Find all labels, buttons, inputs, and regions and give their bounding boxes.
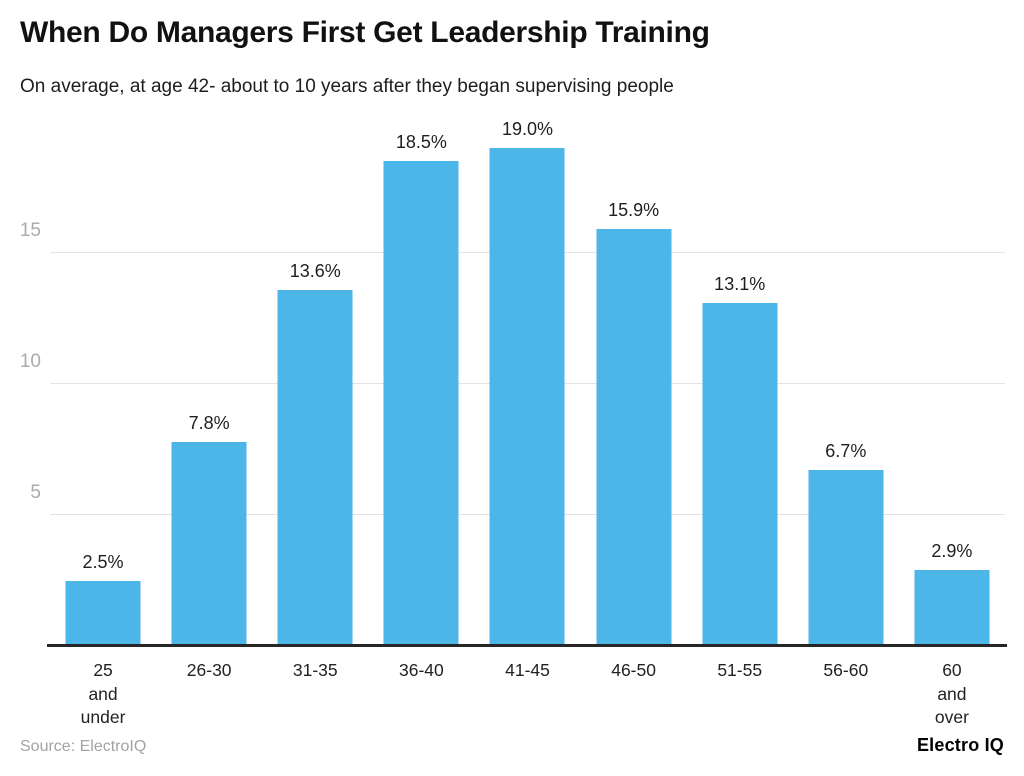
bar-column: 13.1% 51-55 [687, 122, 793, 680]
bar-value-label: 15.9% [608, 200, 660, 221]
x-axis-tick-label: 31-35 [292, 660, 338, 680]
bar-column: 18.5% 36-40 [368, 122, 474, 680]
source-label: Source: ElectroIQ [20, 738, 147, 755]
bar-column: 15.9% 46-50 [581, 122, 687, 680]
bar-column: 2.5% 25 and under [50, 122, 156, 727]
x-axis-tick-label: 41-45 [505, 660, 550, 680]
y-axis-tick-label: 15 [19, 220, 41, 241]
bar-value-label: 13.6% [289, 260, 341, 281]
chart-subtitle: On average, at age 42- about to 10 years… [20, 76, 674, 97]
bar [383, 161, 459, 646]
x-axis-tick-label: 56-60 [823, 660, 869, 680]
bar-column: 13.6% 31-35 [262, 122, 368, 680]
bar-value-label: 2.9% [931, 541, 973, 562]
bar-column: 19.0% 41-45 [474, 119, 580, 680]
bar [171, 441, 247, 646]
bar-column: 7.8% 26-30 [156, 122, 262, 680]
y-axis-tick-label: 5 [30, 482, 41, 503]
y-axis-tick-label: 10 [19, 351, 41, 372]
plot-area: 5 10 15 2.5% 25 and under 7.8% 26-30 13.6% 31-3… [20, 119, 1007, 727]
x-axis-tick-label: 36-40 [398, 660, 444, 680]
bars-container: 2.5% 25 and under 7.8% 26-30 13.6% 31-35 18.5%… [50, 119, 1005, 727]
x-axis-tick-label: 60 and over [934, 660, 969, 728]
bar [702, 302, 778, 646]
bar-value-label: 19.0% [501, 119, 554, 140]
brand-logo: Electro IQ [916, 735, 1004, 755]
x-axis-tick-label: 46-50 [611, 660, 656, 680]
bar [489, 148, 565, 646]
bar-column: 2.9% 60 and over [899, 122, 1005, 727]
x-axis-tick-label: 51-55 [717, 660, 763, 680]
bar [914, 570, 990, 646]
bar-value-label: 18.5% [395, 132, 447, 153]
bar-value-label: 13.1% [714, 273, 766, 294]
bar [596, 229, 672, 646]
x-axis-tick-label: 26-30 [186, 660, 232, 680]
bar-value-label: 6.7% [825, 441, 867, 462]
chart-title: When Do Managers First Get Leadership Tr… [20, 16, 710, 49]
bar [65, 580, 141, 646]
x-axis-tick-label: 25 and under [80, 660, 126, 728]
bar-value-label: 7.8% [188, 412, 230, 433]
bar [808, 470, 884, 646]
bar-column: 6.7% 56-60 [793, 122, 899, 680]
bar [277, 289, 353, 646]
x-axis-line [47, 644, 1007, 647]
bar-value-label: 2.5% [82, 551, 124, 572]
